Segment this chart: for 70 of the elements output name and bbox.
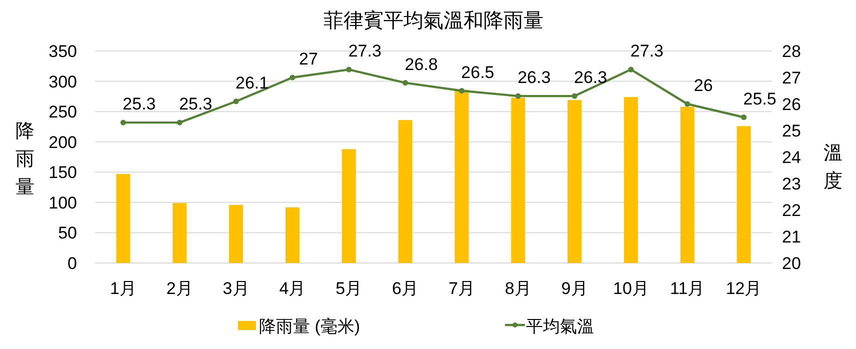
y-tick-label: 250: [48, 102, 77, 122]
point: [402, 80, 408, 86]
bar: [624, 97, 638, 263]
y-tick-label: 0: [68, 254, 77, 273]
x-tick-label: 1月: [110, 279, 136, 298]
bar: [736, 126, 751, 263]
x-tick-label: 7月: [448, 279, 475, 298]
x-tick-label: 10月: [612, 279, 649, 298]
y2-tick-label: 27: [782, 68, 801, 88]
y-tick-label: 350: [48, 42, 77, 61]
point: [515, 93, 521, 99]
bar: [398, 120, 412, 263]
y-axis-title: 降雨量: [16, 121, 34, 198]
data-label: 25.5: [743, 89, 776, 108]
point: [684, 101, 690, 107]
x-tick-label: 11月: [670, 279, 705, 298]
bar: [172, 203, 187, 263]
point: [572, 93, 578, 99]
y2-tick-label: 20: [782, 254, 801, 273]
x-tick-label: 9月: [561, 279, 588, 298]
x-tick-label: 3月: [222, 279, 250, 298]
point: [628, 66, 634, 72]
y2-axis-title: 溫度: [824, 143, 842, 192]
bar: [116, 174, 130, 263]
y2-tick-label: 26: [782, 95, 801, 114]
data-label: 26.1: [235, 73, 269, 92]
point: [346, 66, 352, 72]
x-tick-label: 6月: [392, 279, 419, 298]
legend-label: 降雨量 (毫米): [259, 317, 360, 336]
data-label: 27.3: [630, 42, 664, 61]
data-label: 25.3: [179, 94, 212, 114]
y2-tick-label: 21: [782, 228, 801, 246]
data-label: 26.8: [404, 54, 438, 74]
point: [233, 98, 239, 104]
bar: [680, 106, 694, 263]
y2-tick-label: 22: [782, 201, 801, 220]
bar: [229, 204, 244, 263]
x-tick-label: 2月: [166, 279, 193, 298]
x-tick-label: 4月: [279, 279, 306, 298]
legend-label: 平均氣溫: [526, 317, 594, 336]
y2-tick-label: 25: [782, 122, 801, 140]
data-label: 26.3: [574, 68, 608, 88]
data-label: 26.3: [518, 68, 551, 88]
y2-tick-label: 24: [782, 148, 801, 167]
data-label: 26.5: [461, 62, 494, 82]
bar: [285, 207, 300, 263]
point: [176, 120, 182, 126]
x-tick-label: 5月: [336, 279, 362, 298]
bar: [568, 100, 582, 263]
data-label: 26: [694, 76, 713, 95]
y-tick-label: 200: [48, 132, 77, 152]
data-label: 27: [298, 50, 318, 68]
y-tick-label: 100: [48, 193, 77, 212]
point: [120, 120, 126, 126]
y-tick-label: 150: [48, 163, 77, 182]
y2-tick-label: 28: [782, 42, 801, 61]
chart-title: 菲律賓平均氣溫和降雨量: [324, 9, 544, 32]
y-tick-label: 300: [48, 72, 77, 92]
x-tick-label: 12月: [726, 279, 762, 298]
y2-tick-label: 23: [782, 174, 801, 194]
bar: [454, 90, 469, 263]
bar: [342, 149, 356, 263]
data-label: 27.3: [348, 42, 382, 61]
x-tick-label: 8月: [504, 279, 532, 298]
y-tick-label: 50: [58, 224, 77, 243]
point: [740, 114, 747, 120]
point: [290, 74, 296, 80]
data-label: 25.3: [122, 94, 156, 114]
bar: [511, 98, 526, 263]
point: [458, 88, 465, 94]
